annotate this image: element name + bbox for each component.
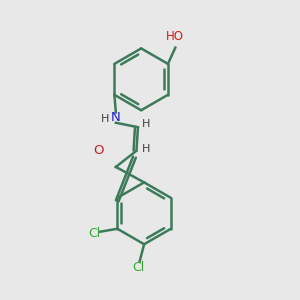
Text: Cl: Cl (88, 227, 100, 240)
Text: H: H (142, 118, 150, 129)
Text: H: H (100, 114, 109, 124)
Text: N: N (111, 111, 121, 124)
Text: Cl: Cl (132, 261, 144, 274)
Text: O: O (93, 144, 104, 157)
Text: HO: HO (166, 30, 184, 43)
Text: H: H (142, 144, 150, 154)
